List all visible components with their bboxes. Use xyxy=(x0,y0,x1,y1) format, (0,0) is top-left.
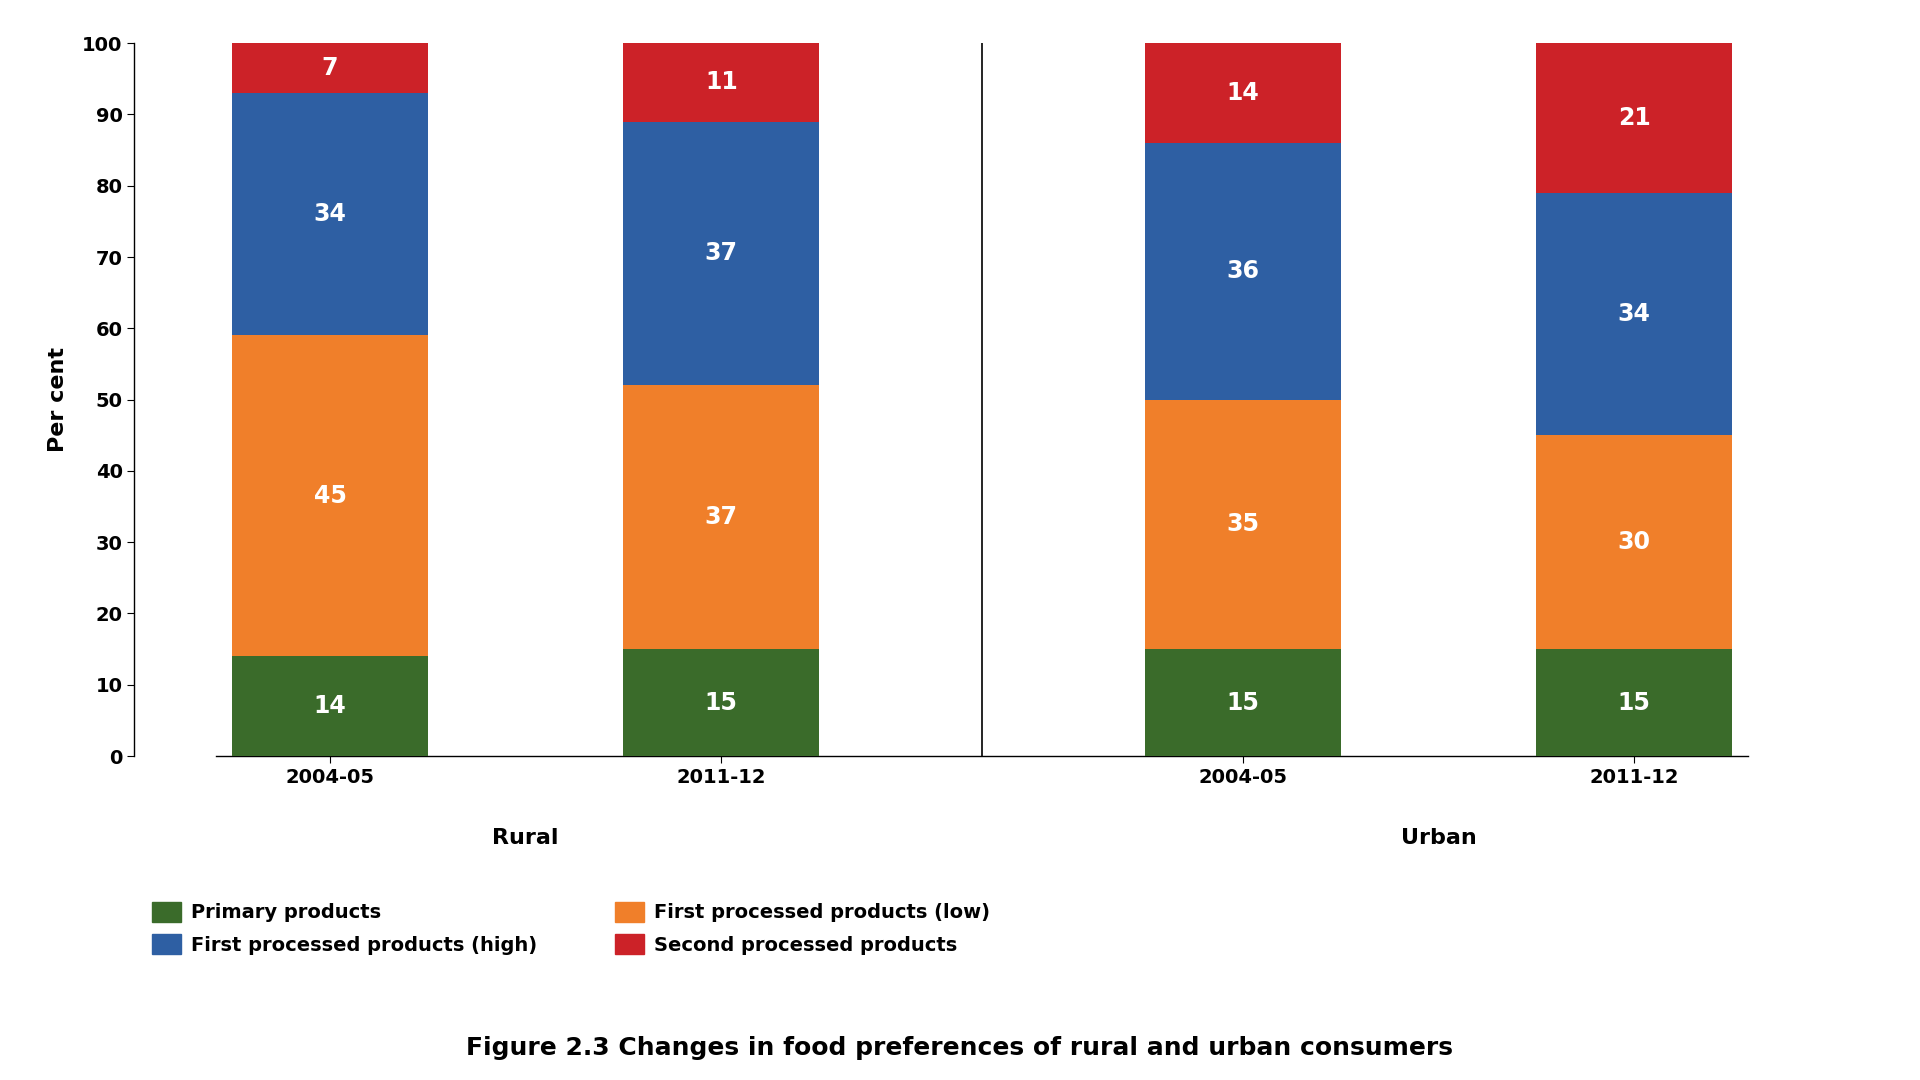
Text: 37: 37 xyxy=(705,505,737,529)
Text: 15: 15 xyxy=(705,690,737,715)
Text: 11: 11 xyxy=(705,70,737,94)
Text: Figure 2.3 Changes in food preferences of rural and urban consumers: Figure 2.3 Changes in food preferences o… xyxy=(467,1036,1453,1059)
Legend: Primary products, First processed products (high), First processed products (low: Primary products, First processed produc… xyxy=(144,894,996,962)
Text: 30: 30 xyxy=(1619,530,1651,554)
Text: Urban: Urban xyxy=(1402,828,1476,848)
Bar xyxy=(232,336,428,657)
Bar xyxy=(232,657,428,756)
Bar xyxy=(624,386,820,649)
Bar xyxy=(1536,43,1732,193)
Text: 14: 14 xyxy=(1227,81,1260,105)
Bar xyxy=(624,43,820,122)
Text: Rural: Rural xyxy=(492,828,559,848)
Text: 36: 36 xyxy=(1227,259,1260,283)
Text: 34: 34 xyxy=(1619,302,1651,326)
Bar xyxy=(1144,43,1340,143)
Bar xyxy=(232,93,428,336)
Bar xyxy=(1536,649,1732,756)
Text: 34: 34 xyxy=(313,202,346,227)
Bar xyxy=(1536,435,1732,649)
Bar xyxy=(232,43,428,93)
Text: 45: 45 xyxy=(313,484,346,508)
Bar xyxy=(1536,193,1732,435)
Text: 15: 15 xyxy=(1619,690,1651,715)
Y-axis label: Per cent: Per cent xyxy=(48,347,69,453)
Bar xyxy=(1144,649,1340,756)
Bar xyxy=(1144,143,1340,400)
Text: 15: 15 xyxy=(1227,690,1260,715)
Text: 35: 35 xyxy=(1227,512,1260,537)
Text: 21: 21 xyxy=(1619,106,1651,130)
Text: 7: 7 xyxy=(323,56,338,80)
Bar xyxy=(624,122,820,386)
Text: 37: 37 xyxy=(705,242,737,266)
Bar xyxy=(1144,400,1340,649)
Bar xyxy=(624,649,820,756)
Text: 14: 14 xyxy=(313,694,346,718)
